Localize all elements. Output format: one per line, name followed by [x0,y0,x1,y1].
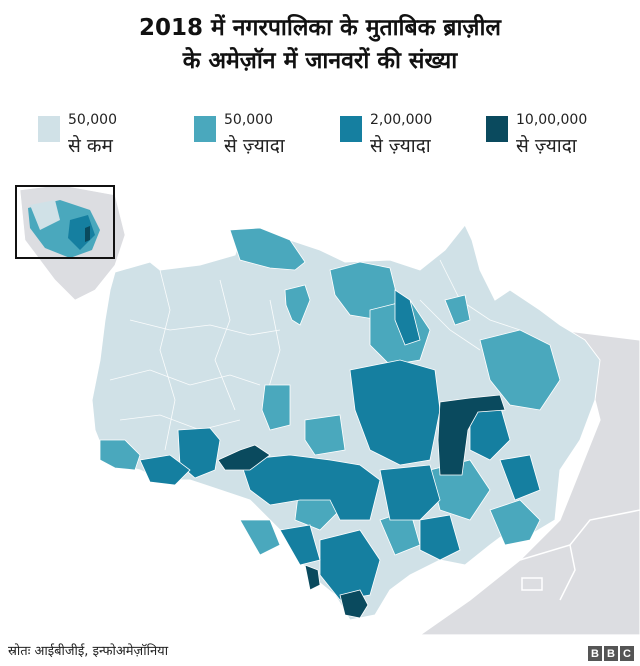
legend-swatch [194,116,216,142]
legend-number: 10,00,000 [516,112,588,128]
title-line-2: के अमेज़ॉन में जानवरों की संख्या [182,48,458,74]
legend-swatch [486,116,508,142]
amazon-map [15,184,640,635]
source-note: स्रोतः आईबीजीई, इन्फोअमेज़ॉनिया [8,644,169,659]
legend-swatch [38,116,60,142]
inset-map [15,184,150,301]
legend-label: से ज़्यादा [516,135,577,157]
legend-label: से कम [68,135,113,157]
logo-letter: B [604,646,618,661]
title-line-1: 2018 में नगरपालिका के मुताबिक ब्राज़ील [138,15,502,41]
dark-region-mato-grosso [339,589,369,619]
chart-title: 2018 में नगरपालिका के मुताबिक ब्राज़ील क… [0,12,640,78]
dark-region-rondonia [304,564,321,591]
legend-label: से ज़्यादा [224,135,285,157]
legend-swatch [340,116,362,142]
dark-region-acre-east [217,444,271,471]
bbc-logo: B B C [588,646,634,661]
legend-number: 2,00,000 [370,112,433,128]
dark-region-para [437,394,506,476]
legend: 50,000 से कम 50,000 से ज़्यादा 2,00,000 … [0,112,640,172]
rest-of-brazil [418,329,640,635]
legend-label: से ज़्यादा [370,135,431,157]
logo-letter: C [620,646,634,661]
logo-letter: B [588,646,602,661]
legend-number: 50,000 [224,112,273,128]
legend-number: 50,000 [68,112,117,128]
